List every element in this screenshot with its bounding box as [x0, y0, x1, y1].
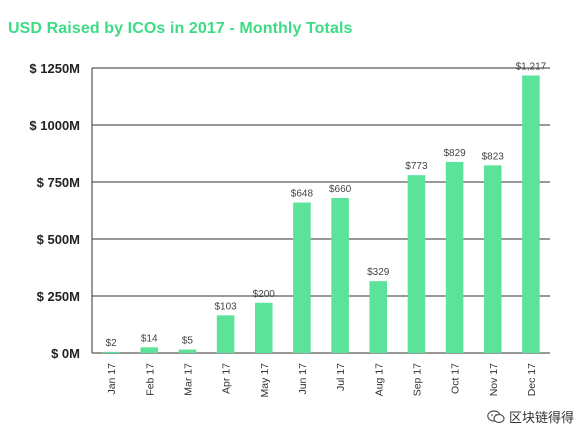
bar — [254, 302, 273, 353]
data-label: $1,217 — [516, 62, 547, 73]
chart-title: USD Raised by ICOs in 2017 - Monthly Tot… — [8, 20, 353, 37]
y-tick-label: $ 0M — [51, 346, 80, 361]
data-label: $829 — [443, 148, 466, 159]
data-label: $773 — [405, 161, 428, 172]
data-label: $648 — [291, 189, 314, 200]
y-tick-label: $ 500M — [37, 232, 80, 247]
x-tick-label: Sep 17 — [411, 363, 423, 396]
x-tick-label: Aug 17 — [373, 363, 385, 396]
x-tick-label: May 17 — [259, 363, 271, 398]
data-label: $5 — [182, 336, 194, 347]
bar — [331, 197, 349, 353]
wechat-icon — [487, 409, 505, 423]
x-tick-label: Oct 17 — [450, 363, 462, 394]
bar — [178, 349, 197, 353]
bar — [407, 175, 426, 353]
bar — [369, 281, 388, 353]
y-tick-label: $ 250M — [37, 289, 80, 304]
x-tick-label: Feb 17 — [144, 363, 156, 396]
y-tick-label: $ 750M — [37, 175, 80, 190]
bar — [216, 315, 235, 353]
x-tick-label: Jun 17 — [297, 363, 309, 395]
bar — [140, 347, 159, 353]
y-tick-label: $ 1000M — [29, 118, 80, 133]
bar — [522, 75, 540, 354]
bar — [483, 165, 502, 353]
x-tick-label: Apr 17 — [221, 363, 233, 394]
x-tick-label: Dec 17 — [526, 363, 538, 396]
data-label: $200 — [253, 289, 276, 300]
y-tick-label: $ 1250M — [29, 61, 80, 76]
data-label: $823 — [482, 151, 505, 162]
data-label: $660 — [329, 184, 352, 195]
bar — [102, 351, 120, 353]
x-tick-label: Nov 17 — [488, 363, 500, 396]
x-tick-label: Jul 17 — [335, 363, 347, 391]
data-label: $14 — [141, 333, 158, 344]
x-tick-label: Mar 17 — [182, 363, 194, 396]
data-label: $103 — [214, 301, 237, 312]
watermark: 区块链得得 — [487, 407, 574, 426]
bar — [445, 161, 464, 353]
data-label: $2 — [106, 338, 118, 349]
x-tick-label: Jan 17 — [106, 363, 118, 395]
watermark-text: 区块链得得 — [508, 410, 574, 425]
data-label: $329 — [367, 267, 390, 278]
bar — [293, 202, 311, 353]
